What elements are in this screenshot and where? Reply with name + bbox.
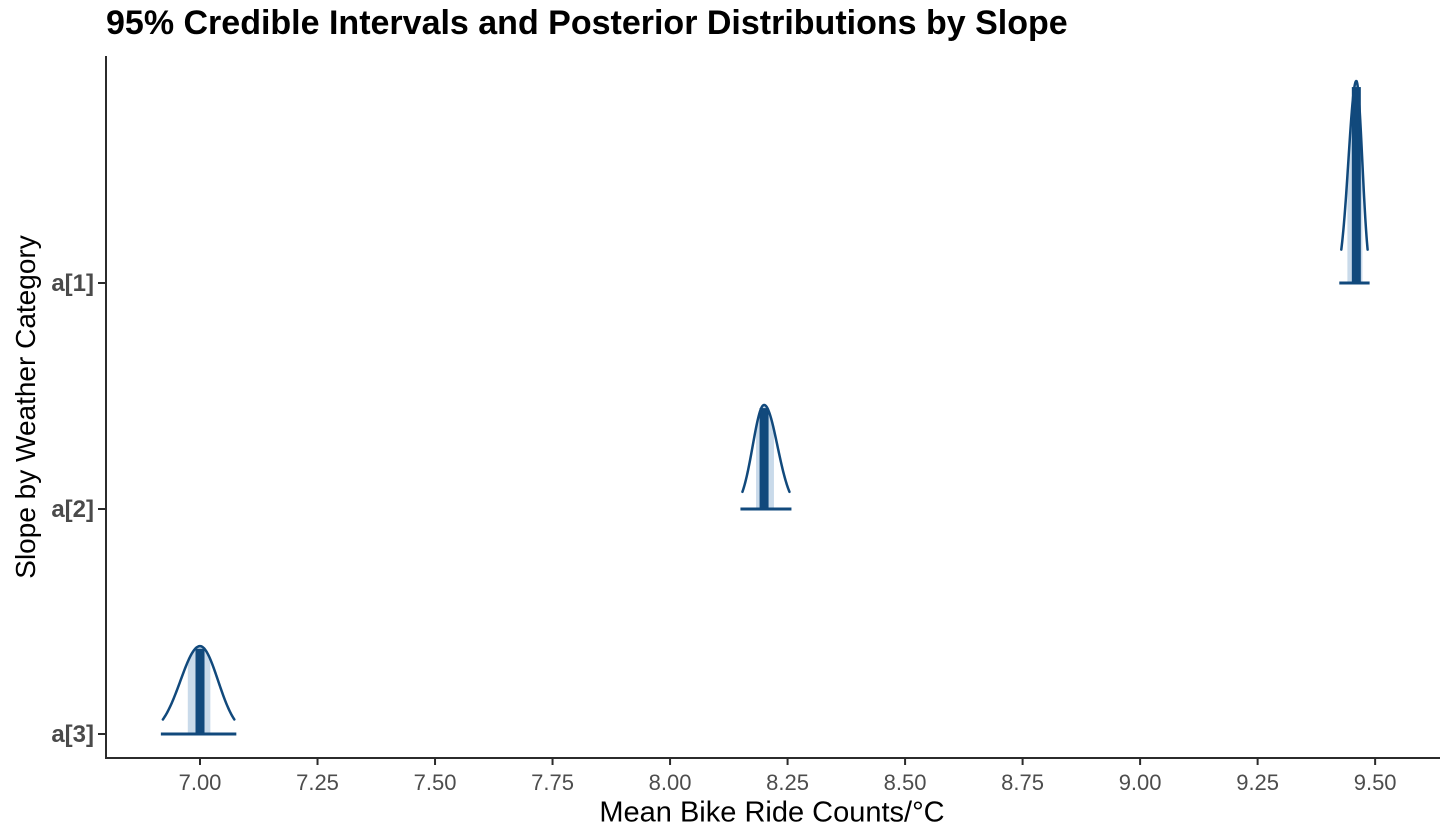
- x-tick-label: 8.25: [766, 770, 809, 795]
- x-tick-label: 7.75: [531, 770, 574, 795]
- density-curve-a[1]: [1340, 79, 1369, 251]
- density-curve-a[2]: [741, 403, 791, 494]
- x-tick-label: 7.00: [179, 770, 222, 795]
- chart-title: 95% Credible Intervals and Posterior Dis…: [106, 4, 1068, 42]
- x-axis-title: Mean Bike Ride Counts/°C: [599, 796, 945, 829]
- y-tick-label: a[3]: [51, 721, 94, 748]
- x-tick-label: 8.50: [884, 770, 927, 795]
- median-line-a[3]: [195, 648, 205, 736]
- x-tick-label: 8.00: [649, 770, 692, 795]
- x-tick-label: 7.25: [296, 770, 339, 795]
- median-line-a[2]: [759, 408, 769, 511]
- density-curve-a[3]: [161, 644, 236, 721]
- median-line-a[1]: [1351, 87, 1361, 285]
- x-tick-label: 7.50: [414, 770, 457, 795]
- x-tick-label: 9.00: [1119, 770, 1162, 795]
- x-tick-label: 8.75: [1001, 770, 1044, 795]
- y-tick-label: a[1]: [51, 270, 94, 297]
- x-tick-label: 9.50: [1354, 770, 1397, 795]
- y-tick-label: a[2]: [51, 496, 94, 523]
- x-tick-label: 9.25: [1236, 770, 1279, 795]
